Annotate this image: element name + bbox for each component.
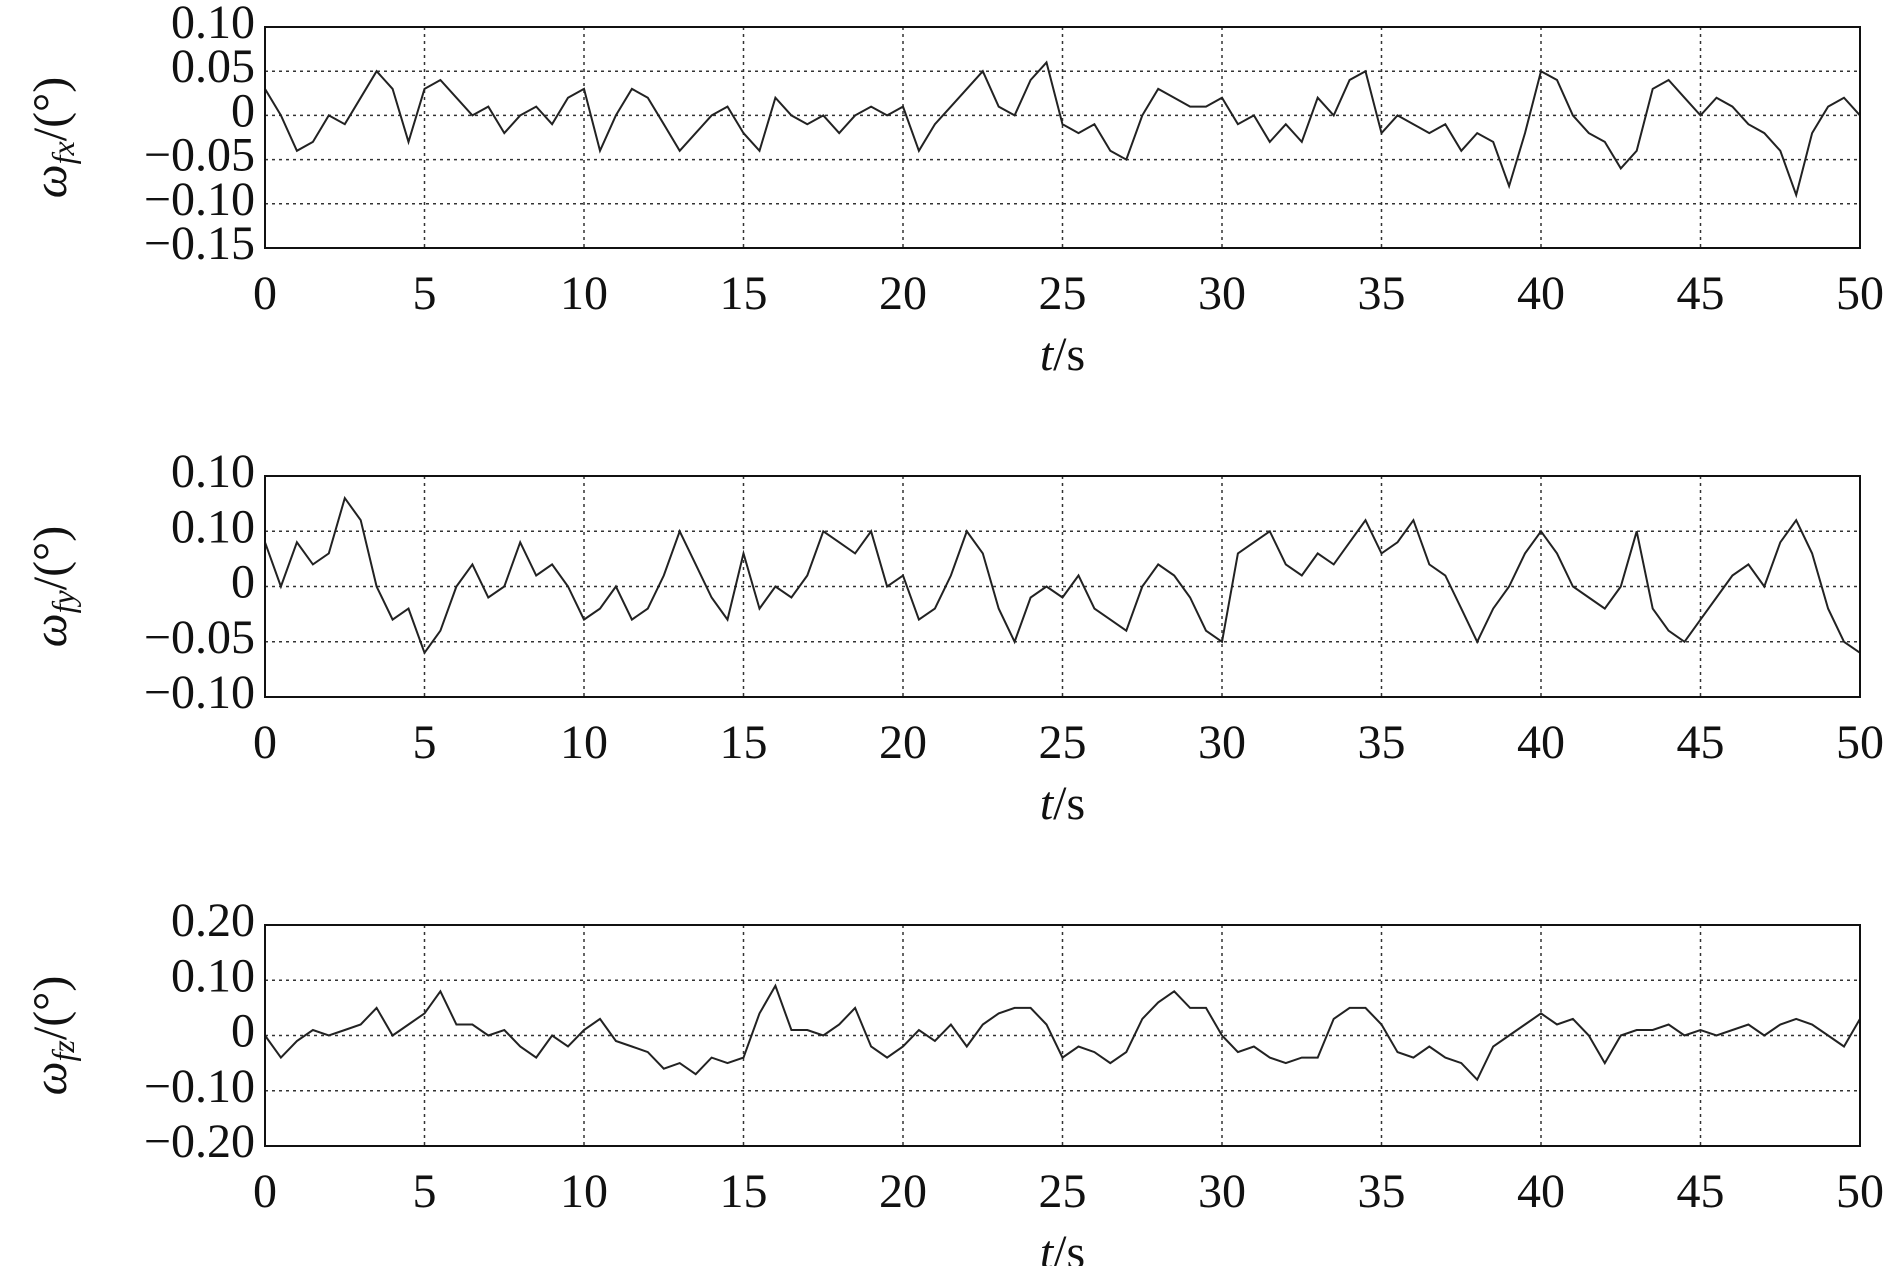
x-tick-label: 15 [720, 267, 768, 320]
y-axis-label: ωfx/(°) [24, 77, 81, 198]
x-label-unit: /s [1053, 328, 1085, 381]
x-tick-label: 40 [1517, 716, 1565, 769]
x-tick-label: 30 [1198, 716, 1246, 769]
x-tick-label: 50 [1836, 267, 1884, 320]
panel: 0.200.100−0.10−0.200 5 10 15 20 25 30 35 40 45 50t… [24, 894, 1884, 1266]
x-tick-label: 20 [879, 1165, 927, 1218]
x-tick-label: 45 [1677, 716, 1725, 769]
y-axis-label: ωfy/(°) [24, 526, 81, 647]
x-tick-label: 0 [253, 1165, 277, 1218]
y-label-unit: /(°) [24, 976, 77, 1041]
x-tick-label: 10 [560, 716, 608, 769]
x-label-symbol: t [1040, 1226, 1055, 1266]
x-tick-label: 20 [879, 716, 927, 769]
y-label-subscript: fy [45, 589, 81, 613]
y-tick-label: 0 [231, 556, 255, 609]
plot-frame [264, 26, 1861, 249]
x-tick-label: 20 [879, 267, 927, 320]
x-tick-label: 25 [1039, 267, 1087, 320]
x-tick-label: 5 [413, 716, 437, 769]
y-label-unit: /(°) [24, 77, 77, 142]
y-tick-label: 0.10 [171, 445, 255, 498]
y-tick-label: 0 [231, 1005, 255, 1058]
y-tick-label: 0.20 [171, 894, 255, 947]
x-axis-label: t/s [1040, 777, 1085, 830]
data-line [264, 495, 1861, 655]
plot-frame [264, 475, 1861, 698]
x-tick-label: 45 [1677, 1165, 1725, 1218]
y-tick-label: 0.05 [171, 40, 255, 93]
panel: 0.100.100−0.05−0.100 5 10 15 20 25 30 35 40 45 50t… [24, 445, 1884, 830]
y-label-symbol: ω [24, 164, 77, 198]
y-tick-label: −0.10 [144, 1060, 255, 1113]
x-tick-label: 0 [253, 716, 277, 769]
x-label-unit: /s [1053, 777, 1085, 830]
x-tick-label: 0 [253, 267, 277, 320]
x-axis-label: t/s [1040, 1226, 1085, 1266]
plot-frame [264, 924, 1861, 1147]
x-tick-label: 50 [1836, 1165, 1884, 1218]
y-label-symbol: ω [24, 613, 77, 647]
x-tick-label: 35 [1358, 1165, 1406, 1218]
x-tick-label: 5 [413, 267, 437, 320]
y-tick-label: −0.10 [144, 173, 255, 226]
y-label-symbol: ω [24, 1061, 77, 1095]
x-tick-label: 40 [1517, 1165, 1565, 1218]
data-line [264, 60, 1861, 199]
x-tick-label: 35 [1358, 267, 1406, 320]
x-tick-label: 15 [720, 1165, 768, 1218]
y-tick-label: −0.20 [144, 1115, 255, 1168]
y-label-unit: /(°) [24, 526, 77, 591]
x-tick-label: 10 [560, 267, 608, 320]
y-tick-label: −0.05 [144, 611, 255, 664]
y-tick-label: 0.10 [171, 949, 255, 1002]
x-tick-label: 40 [1517, 267, 1565, 320]
x-tick-label: 30 [1198, 267, 1246, 320]
y-tick-label: −0.15 [144, 217, 255, 270]
x-tick-label: 15 [720, 716, 768, 769]
x-tick-label: 10 [560, 1165, 608, 1218]
y-tick-label: −0.05 [144, 129, 255, 182]
y-tick-label: −0.10 [144, 666, 255, 719]
y-axis-label: ωfz/(°) [24, 976, 81, 1096]
y-label-subscript: fx [45, 141, 81, 164]
x-tick-label: 5 [413, 1165, 437, 1218]
x-tick-label: 45 [1677, 267, 1725, 320]
y-label-subscript: fz [45, 1040, 81, 1062]
x-tick-label: 30 [1198, 1165, 1246, 1218]
x-label-symbol: t [1040, 777, 1055, 830]
x-tick-label: 25 [1039, 1165, 1087, 1218]
x-tick-label: 50 [1836, 716, 1884, 769]
x-tick-label: 25 [1039, 716, 1087, 769]
x-tick-label: 35 [1358, 716, 1406, 769]
x-axis-label: t/s [1040, 328, 1085, 381]
x-label-unit: /s [1053, 1226, 1085, 1266]
y-tick-label: 0.10 [171, 500, 255, 553]
y-tick-label: 0 [231, 84, 255, 137]
x-label-symbol: t [1040, 328, 1055, 381]
y-tick-label: 0.10 [171, 0, 255, 49]
panel: 0.100.050−0.05−0.10−0.150 5 10 15 20 25 30 35 40… [24, 0, 1884, 381]
data-line [264, 983, 1861, 1082]
